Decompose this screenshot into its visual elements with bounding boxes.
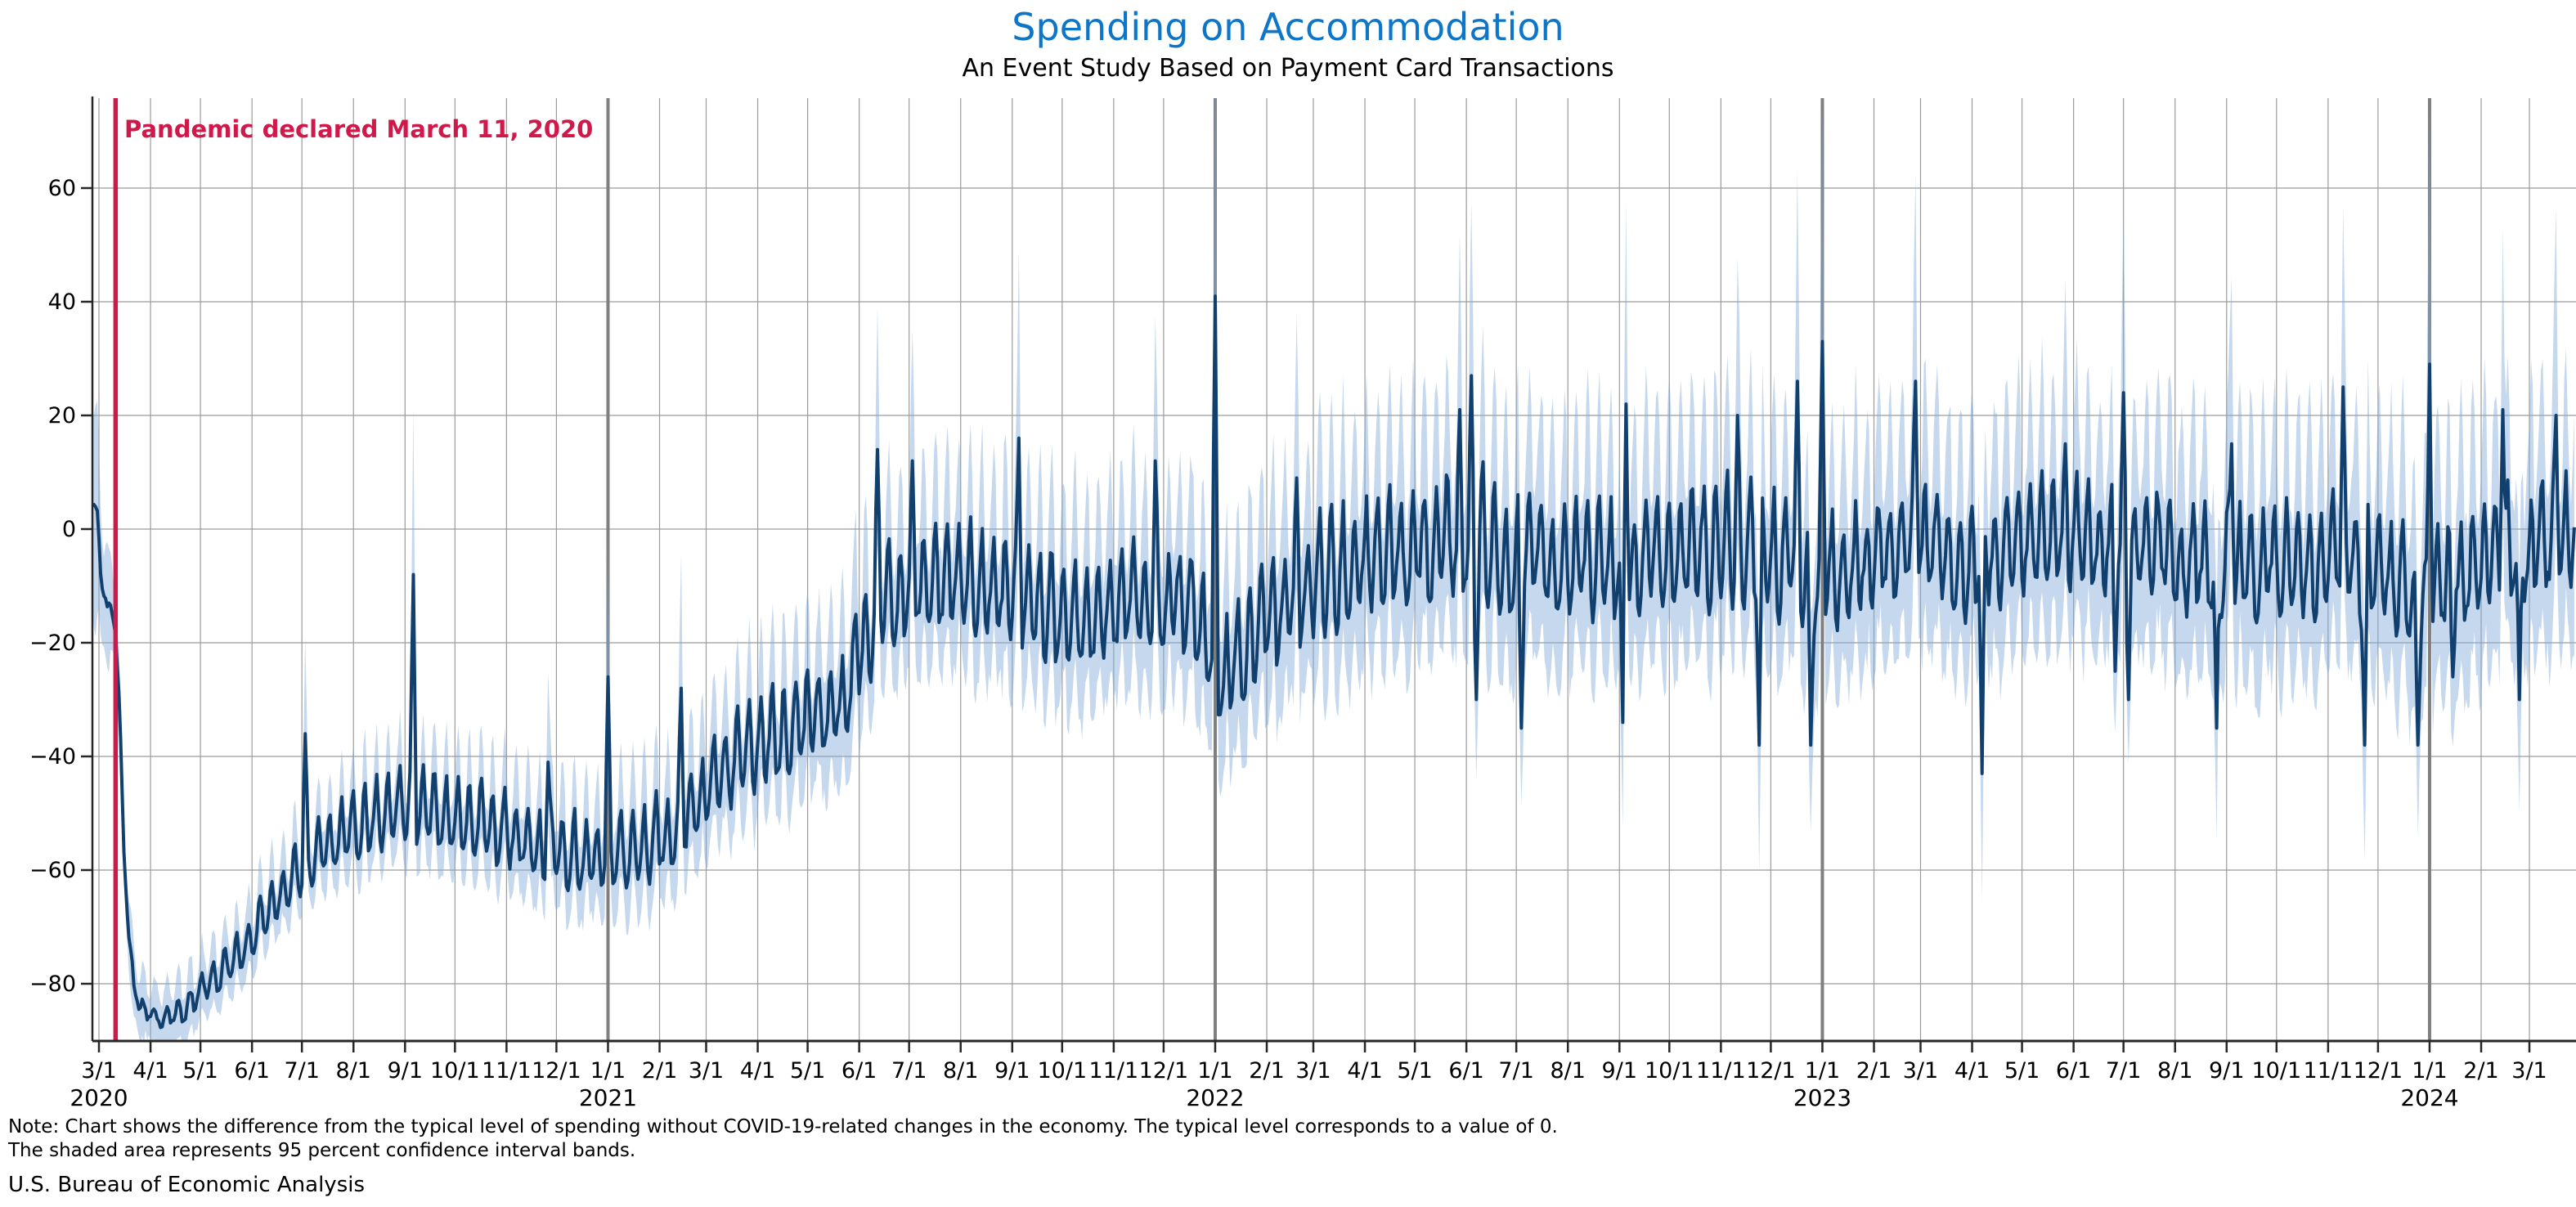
- x-axis-ticks: 3/1 4/1 5/1 6/1 7/1 8/1 9/1 10/1 11/1 12/1 1/1 2/1 3…: [70, 1041, 2547, 1111]
- chart-subtitle: An Event Study Based on Payment Card Tra…: [962, 54, 1614, 83]
- spending-line: [92, 294, 2576, 1030]
- x-tick-label: 7/1: [2106, 1058, 2141, 1084]
- x-tick-label: 12/1: [2354, 1058, 2403, 1084]
- x-tick-label: 2/1: [1249, 1058, 1284, 1084]
- x-tick-label: 4/1: [1347, 1058, 1382, 1084]
- year-label: 2021: [579, 1084, 637, 1111]
- chart-title: Spending on Accommodation: [1012, 5, 1564, 49]
- x-tick-label: 1/1: [1197, 1058, 1232, 1084]
- x-tick-label: 3/1: [1295, 1058, 1331, 1084]
- year-separator-lines: [606, 98, 2431, 1041]
- note-line-2: The shaded area represents 95 percent co…: [8, 1140, 636, 1161]
- x-tick-label: 11/1: [482, 1058, 532, 1084]
- x-tick-label: 10/1: [1645, 1058, 1694, 1084]
- x-tick-label: 1/1: [2412, 1058, 2447, 1084]
- x-tick-label: 3/1: [81, 1058, 116, 1084]
- x-tick-label: 6/1: [2056, 1058, 2091, 1084]
- y-tick-label: −80: [29, 971, 76, 997]
- x-tick-label: 12/1: [1139, 1058, 1189, 1084]
- y-tick-label: −20: [29, 630, 76, 656]
- y-tick-label: 40: [48, 289, 76, 315]
- y-tick-label: −40: [29, 744, 76, 770]
- note-line-1: Note: Chart shows the difference from th…: [8, 1116, 1558, 1137]
- pandemic-annotation-label: Pandemic declared March 11, 2020: [124, 115, 594, 143]
- y-axis-ticks: −80 −60 −40 −20 0 20 40 60: [29, 176, 92, 997]
- x-tick-label: 9/1: [1602, 1058, 1637, 1084]
- x-tick-label: 4/1: [740, 1058, 775, 1084]
- x-tick-label: 10/1: [430, 1058, 480, 1084]
- source-label: U.S. Bureau of Economic Analysis: [8, 1173, 366, 1197]
- x-tick-label: 8/1: [2157, 1058, 2192, 1084]
- x-tick-label: 1/1: [1805, 1058, 1840, 1084]
- x-tick-label: 3/1: [1903, 1058, 1938, 1084]
- x-tick-label: 5/1: [790, 1058, 825, 1084]
- x-tick-label: 12/1: [532, 1058, 581, 1084]
- x-tick-label: 10/1: [1037, 1058, 1087, 1084]
- x-tick-label: 7/1: [1498, 1058, 1533, 1084]
- x-tick-label: 7/1: [891, 1058, 927, 1084]
- y-tick-label: 0: [62, 517, 76, 542]
- y-tick-label: 20: [48, 403, 76, 429]
- x-tick-label: 6/1: [841, 1058, 877, 1084]
- x-tick-label: 6/1: [1448, 1058, 1483, 1084]
- y-tick-label: 60: [48, 176, 76, 201]
- x-tick-label: 2/1: [1856, 1058, 1892, 1084]
- x-tick-label: 5/1: [2004, 1058, 2040, 1084]
- year-label: 2022: [1186, 1084, 1244, 1111]
- x-tick-label: 1/1: [590, 1058, 626, 1084]
- x-tick-label: 2/1: [2463, 1058, 2498, 1084]
- x-tick-label: 9/1: [2209, 1058, 2244, 1084]
- x-tick-label: 12/1: [1746, 1058, 1796, 1084]
- year-label: 2020: [70, 1084, 128, 1111]
- x-tick-label: 2/1: [642, 1058, 677, 1084]
- x-tick-label: 10/1: [2251, 1058, 2301, 1084]
- x-tick-label: 8/1: [1550, 1058, 1585, 1084]
- x-tick-label: 8/1: [336, 1058, 371, 1084]
- x-tick-label: 3/1: [2511, 1058, 2547, 1084]
- x-tick-label: 6/1: [234, 1058, 269, 1084]
- x-tick-label: 4/1: [132, 1058, 168, 1084]
- x-tick-label: 11/1: [1696, 1058, 1746, 1084]
- x-tick-label: 9/1: [994, 1058, 1030, 1084]
- x-tick-label: 11/1: [1089, 1058, 1139, 1084]
- x-tick-label: 3/1: [689, 1058, 724, 1084]
- x-tick-label: 4/1: [1954, 1058, 1990, 1084]
- chart-note: Note: Chart shows the difference from th…: [8, 1115, 1558, 1163]
- x-tick-label: 5/1: [182, 1058, 218, 1084]
- x-tick-label: 11/1: [2304, 1058, 2354, 1084]
- x-tick-label: 5/1: [1397, 1058, 1432, 1084]
- year-label: 2024: [2400, 1084, 2458, 1111]
- x-tick-label: 7/1: [284, 1058, 319, 1084]
- x-tick-label: 8/1: [943, 1058, 978, 1084]
- year-label: 2023: [1793, 1084, 1851, 1111]
- x-tick-label: 9/1: [388, 1058, 423, 1084]
- y-tick-label: −60: [29, 858, 76, 883]
